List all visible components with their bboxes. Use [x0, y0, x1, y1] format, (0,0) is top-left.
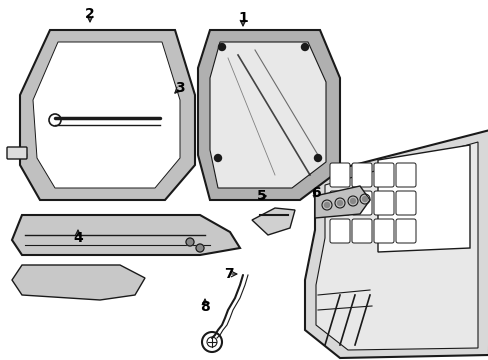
FancyBboxPatch shape	[373, 191, 393, 215]
Text: 5: 5	[257, 189, 266, 203]
Polygon shape	[251, 208, 294, 235]
FancyBboxPatch shape	[351, 163, 371, 187]
Text: 2: 2	[85, 7, 95, 21]
Circle shape	[218, 44, 225, 50]
Circle shape	[337, 201, 342, 206]
Circle shape	[185, 238, 194, 246]
Polygon shape	[198, 30, 339, 200]
FancyBboxPatch shape	[373, 163, 393, 187]
Polygon shape	[33, 42, 180, 188]
Circle shape	[314, 154, 321, 162]
FancyBboxPatch shape	[373, 219, 393, 243]
FancyBboxPatch shape	[329, 219, 349, 243]
FancyBboxPatch shape	[351, 219, 371, 243]
Circle shape	[350, 198, 355, 203]
FancyBboxPatch shape	[351, 191, 371, 215]
Circle shape	[362, 197, 367, 202]
Text: 3: 3	[175, 81, 184, 95]
Polygon shape	[209, 42, 325, 188]
FancyBboxPatch shape	[7, 147, 27, 159]
Polygon shape	[20, 30, 195, 200]
FancyBboxPatch shape	[395, 191, 415, 215]
Circle shape	[301, 44, 308, 50]
Circle shape	[324, 202, 329, 207]
Text: 8: 8	[200, 300, 209, 314]
Text: 4: 4	[73, 231, 82, 245]
Text: 6: 6	[310, 186, 320, 200]
Polygon shape	[377, 145, 469, 252]
FancyBboxPatch shape	[395, 163, 415, 187]
Text: 1: 1	[238, 11, 247, 25]
Polygon shape	[314, 186, 369, 218]
FancyBboxPatch shape	[329, 191, 349, 215]
FancyBboxPatch shape	[329, 163, 349, 187]
FancyBboxPatch shape	[395, 219, 415, 243]
Polygon shape	[315, 142, 477, 350]
Circle shape	[214, 154, 221, 162]
Polygon shape	[305, 130, 488, 358]
Text: 7: 7	[224, 267, 233, 281]
Circle shape	[196, 244, 203, 252]
Polygon shape	[12, 265, 145, 300]
Polygon shape	[12, 215, 240, 255]
